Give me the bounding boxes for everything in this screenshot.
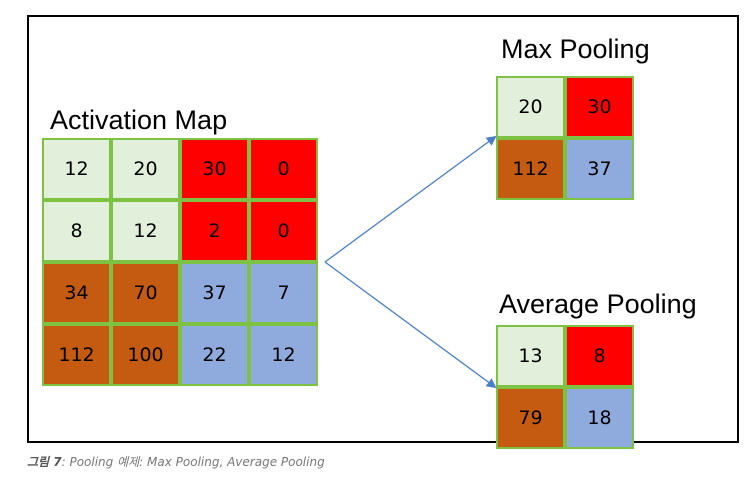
- figure-caption: 그림 7: Pooling 예제: Max Pooling, Average P…: [27, 453, 325, 470]
- activation-map-cell: 100: [111, 324, 180, 386]
- caption-text: : Pooling 예제: Max Pooling, Average Pooli…: [61, 455, 325, 469]
- pooling-figure: Activation Map Max Pooling Average Pooli…: [27, 15, 739, 449]
- activation-map-cell: 34: [42, 262, 111, 324]
- activation-map-title: Activation Map: [50, 105, 228, 135]
- activation-map-cell: 0: [249, 200, 318, 262]
- max-pooling-title: Max Pooling: [501, 34, 650, 64]
- arrow-to-average-pooling: [324, 261, 497, 389]
- average-pooling-cell: 79: [496, 387, 565, 449]
- activation-map-cell: 12: [42, 138, 111, 200]
- caption-label: 그림 7: [27, 455, 62, 469]
- activation-map-cell: 8: [42, 200, 111, 262]
- activation-map-cell: 12: [111, 200, 180, 262]
- activation-map-cell: 7: [249, 262, 318, 324]
- activation-map-cell: 112: [42, 324, 111, 386]
- activation-map-cell: 30: [180, 138, 249, 200]
- average-pooling-cell: 13: [496, 325, 565, 387]
- arrows: [324, 135, 497, 389]
- activation-map-cell: 0: [249, 138, 318, 200]
- average-pooling-cell: 18: [565, 387, 634, 449]
- average-pooling-title: Average Pooling: [499, 289, 697, 319]
- activation-map-cell: 20: [111, 138, 180, 200]
- max-pooling-cell: 37: [565, 138, 634, 200]
- max-pooling-cell: 112: [496, 138, 565, 200]
- max-pooling-cell: 20: [496, 76, 565, 138]
- activation-map-cell: 37: [180, 262, 249, 324]
- activation-map-cell: 70: [111, 262, 180, 324]
- max-pooling-cell: 30: [565, 76, 634, 138]
- activation-map-cell: 12: [249, 324, 318, 386]
- average-pooling-cell: 8: [565, 325, 634, 387]
- arrow-to-max-pooling: [324, 135, 497, 263]
- activation-map-cell: 2: [180, 200, 249, 262]
- activation-map-cell: 22: [180, 324, 249, 386]
